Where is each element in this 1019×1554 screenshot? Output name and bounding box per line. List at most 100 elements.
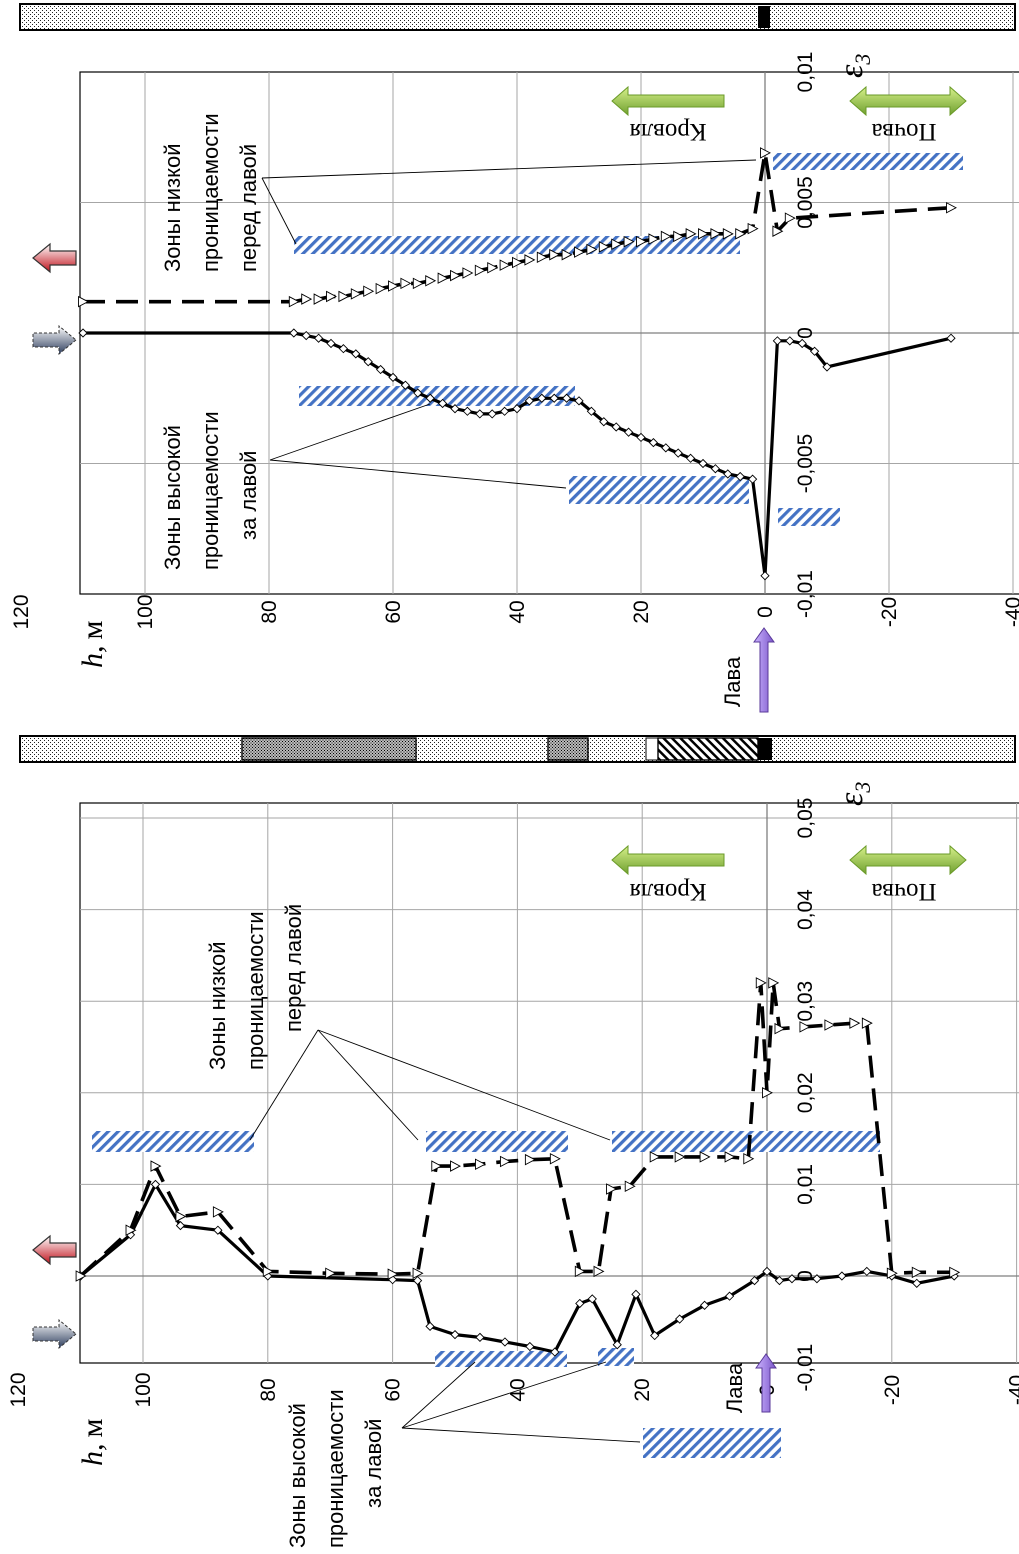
bot-series-1-point: [849, 1017, 861, 1029]
bot-series-1-point: [768, 977, 780, 989]
top-series-1-point: [735, 228, 747, 240]
top-series-0-point: [723, 469, 733, 479]
top-series-0-point: [760, 571, 770, 581]
top-series-1-point: [499, 259, 511, 271]
bot-series-1-point: [949, 1266, 961, 1279]
bot-series-1-point: [649, 1151, 661, 1163]
top-roof-label: Кровля: [629, 118, 707, 145]
bot-series-0-point: [575, 1298, 585, 1309]
bot-y-tick-label: 120: [7, 1372, 30, 1407]
bot-series-0-point: [787, 1274, 797, 1284]
bottom-down-arrow-icon: [32, 1318, 77, 1350]
bot-y-tick-label: 20: [631, 1378, 654, 1401]
top-series-1-point: [512, 256, 523, 269]
bot-series-1-point: [524, 1153, 536, 1166]
top-series-1-point: [946, 201, 957, 214]
top-series-0-point: [475, 409, 485, 419]
bottom-roof-arrow: [611, 844, 725, 876]
bot-x-tick-label: 0,05: [794, 798, 817, 839]
top-face-arrow: [753, 627, 775, 713]
top-series-1-point: [288, 295, 300, 308]
top-series-1-point: [412, 277, 424, 290]
bot-series-0-point: [837, 1271, 847, 1281]
top-chart: -40 -20 0 20 40 60 80 100 120 -0,01 -0,005 0 0,005 0…: [10, 3, 1019, 713]
bot-x-tick-label: 0,02: [794, 1072, 817, 1113]
top-series-0-point: [524, 396, 535, 406]
top-series-0-point: [735, 471, 745, 482]
bot-series-0-point: [762, 1266, 772, 1277]
bot-series-1-point: [499, 1155, 511, 1168]
top-series-0-point: [661, 443, 671, 453]
top-series-1-point: [660, 230, 672, 243]
top-series-1-point: [673, 230, 685, 243]
top-series-0-point: [586, 406, 597, 416]
top-annot-low: Зоны низкой проницаемости перед лавой: [160, 107, 261, 272]
top-series-1-point: [437, 272, 449, 284]
top-series-1-point: [772, 225, 784, 237]
top-series-0-point: [338, 344, 349, 354]
bot-series-1-point: [606, 1183, 617, 1195]
bot-x-tick-label: 0,04: [794, 889, 817, 930]
bot-series-1-point: [475, 1158, 486, 1170]
bot-series-0-point: [812, 1274, 822, 1284]
bottom-x-tick-labels: -0,01 0 0,01 0,02 0,03 0,04 0,05: [794, 798, 817, 1392]
bot-series-0-point: [500, 1337, 510, 1347]
top-series-1-point: [549, 248, 561, 261]
top-series-0-point: [822, 362, 832, 372]
top-strata-column: [19, 3, 1016, 31]
bot-series-0-point: [525, 1341, 535, 1352]
top-series-1-point: [561, 248, 573, 261]
bot-series-1-point: [212, 1206, 224, 1218]
bot-series-1-point: [150, 1160, 162, 1172]
bot-series-1-point: [412, 1267, 424, 1279]
top-leader-lines: [261, 159, 757, 489]
bottom-chart: -40 -20 0 20 40 60 80 100 120 -0,01 0 0,01 0,02 0,03…: [7, 735, 1019, 1548]
bot-x-tick-label: 0,03: [794, 981, 817, 1022]
top-series-0-point: [710, 464, 721, 474]
top-series-markers: [78, 147, 957, 581]
top-series-1-point: [574, 246, 585, 258]
bot-series-1-point: [774, 1022, 786, 1035]
top-roof-arrow: [611, 85, 725, 117]
top-series-1-point: [388, 280, 399, 292]
top-series-1-point: [450, 269, 461, 282]
top-floor-label: Почва: [871, 118, 936, 145]
bot-series-0-point: [412, 1275, 423, 1286]
bot-series-1-point: [175, 1210, 187, 1223]
top-zone-bars: [294, 153, 963, 526]
top-series-0-point: [425, 393, 435, 403]
top-y-tick-labels: -40 -20 0 20 40 60 80 100 120: [10, 594, 1019, 629]
top-y-axis-label: h,м: [76, 621, 109, 669]
top-series-1-point: [474, 264, 486, 277]
top-series-1-point: [747, 222, 759, 235]
bot-series-0-point: [699, 1300, 710, 1310]
bot-series-1-point: [743, 1153, 755, 1165]
top-y-tick-label: 20: [630, 600, 653, 623]
bot-series-0-point: [724, 1291, 735, 1301]
top-series-0-point: [450, 404, 460, 414]
bot-series-1-point: [824, 1019, 836, 1031]
top-series-0-line: [83, 331, 952, 578]
bot-series-1-point: [861, 1017, 873, 1029]
top-series-0-point: [636, 432, 646, 443]
bottom-series-markers: [75, 977, 961, 1357]
top-series-0-point: [487, 409, 497, 419]
bot-series-1-point: [799, 1021, 811, 1033]
bot-y-tick-label: 60: [382, 1378, 405, 1401]
top-series-0-point: [301, 330, 311, 341]
bot-y-tick-label: 40: [506, 1378, 529, 1401]
top-series-0-point: [648, 437, 659, 448]
top-y-tick-label: 100: [134, 594, 157, 629]
bot-series-1-point: [574, 1265, 586, 1278]
top-series-1-point: [623, 235, 635, 248]
top-zone-low-2: [773, 153, 963, 170]
top-series-0-point: [561, 393, 572, 403]
top-series-1-point: [313, 293, 325, 305]
bottom-annot-low: Зоны низкой проницаемости перед лавой: [205, 904, 306, 1070]
top-face-label: Лава: [720, 656, 745, 707]
bot-series-0-point: [749, 1275, 760, 1286]
bot-series-0-point: [675, 1314, 685, 1324]
top-series-0-point: [462, 406, 473, 416]
top-series-0-point: [797, 338, 807, 349]
top-series-0-point: [375, 364, 386, 375]
